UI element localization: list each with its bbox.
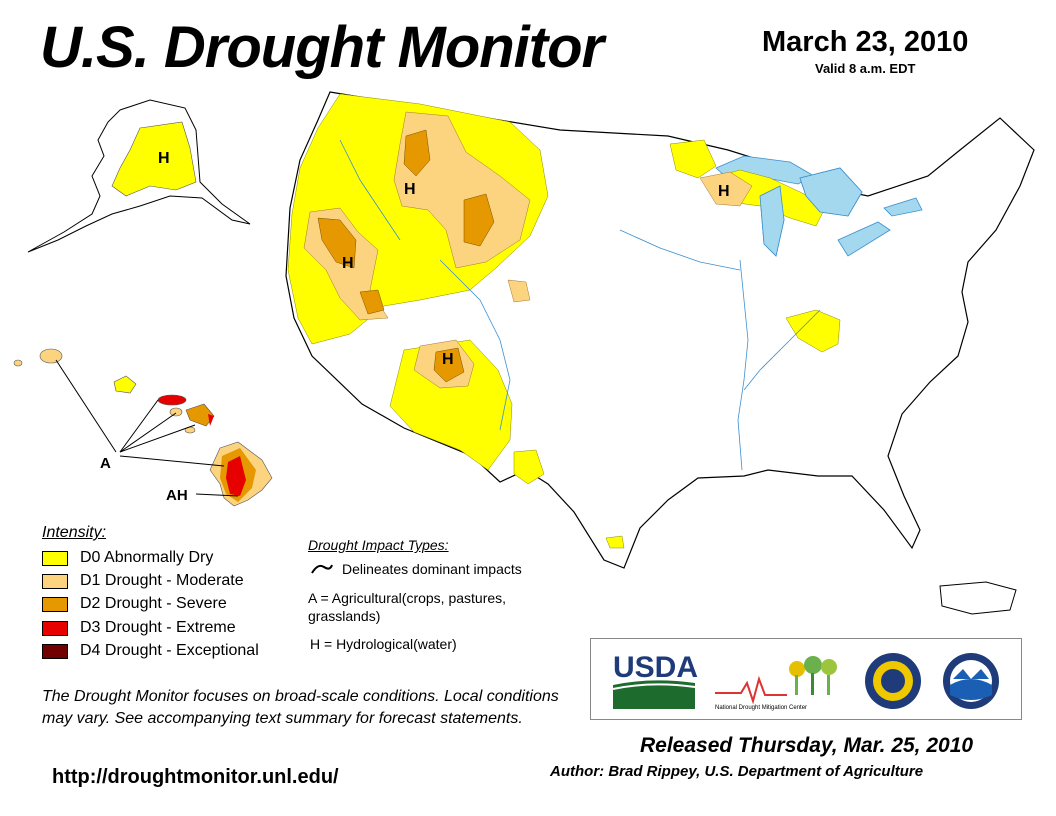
author-credit: Author: Brad Rippey, U.S. Department of …	[550, 763, 924, 780]
rivers	[339, 139, 821, 471]
legend-item-d1: D1 Drought - Moderate	[42, 571, 244, 591]
svg-text:USDA: USDA	[613, 651, 698, 684]
impact-types-title: Drought Impact Types:	[308, 537, 449, 553]
hydrological-label-michigan: H	[718, 183, 730, 200]
legend-label-d2: D2 Drought - Severe	[80, 595, 227, 612]
valid-time: Valid 8 a.m. EDT	[815, 61, 916, 76]
ag-hydro-label-hawaii: AH	[166, 487, 188, 504]
swatch-d0	[42, 550, 68, 566]
map-date: March 23, 2010	[762, 26, 969, 58]
svg-text:National Drought Mitigation Ce: National Drought Mitigation Center	[715, 705, 807, 711]
impact-hydrological-text: H = Hydrological(water)	[310, 636, 457, 652]
disclaimer-note: The Drought Monitor focuses on broad-sca…	[42, 688, 559, 727]
alaska-region: H	[27, 99, 251, 253]
agricultural-label-hawaii: A	[100, 455, 111, 472]
swatch-d1	[42, 573, 68, 589]
lake-michigan	[759, 185, 785, 257]
drought-map: H A AH	[13, 91, 1035, 615]
puerto-rico	[939, 581, 1017, 615]
intensity-legend-title: Intensity:	[42, 524, 107, 541]
hydrological-label-arizona: H	[442, 351, 454, 368]
swatch-d4	[42, 643, 68, 659]
noaa-logo-icon	[943, 653, 999, 709]
hydrological-label-nevada: H	[342, 255, 354, 272]
legend-label-d1: D1 Drought - Moderate	[80, 572, 244, 589]
logos-svg: USDA National Drought Mitigation Center	[612, 651, 999, 711]
impact-agricultural-text: A = Agricultural(crops, pastures, grassl…	[308, 590, 507, 624]
drought-d2-areas	[317, 129, 495, 383]
usda-logo: USDA	[612, 651, 698, 709]
legend-item-d0: D0 Abnormally Dry	[42, 548, 213, 568]
website-url[interactable]: http://droughtmonitor.unl.edu/	[52, 766, 339, 788]
hawaii-region: A AH	[13, 348, 273, 507]
lake-huron	[799, 167, 863, 217]
hydrological-label-alaska: H	[158, 150, 170, 167]
ndmc-logo: National Drought Mitigation Center	[715, 656, 837, 711]
legend-label-d0: D0 Abnormally Dry	[80, 549, 214, 566]
page-title: U.S. Drought Monitor	[40, 15, 604, 80]
legend-item-d4: D4 Drought - Exceptional	[42, 641, 259, 661]
swatch-d2	[42, 596, 68, 612]
impact-delineates-text: Delineates dominant impacts	[342, 561, 522, 577]
agency-logos: USDA National Drought Mitigation Center	[590, 638, 1022, 720]
doc-seal-icon	[865, 653, 921, 709]
legend-item-d2: D2 Drought - Severe	[42, 594, 227, 614]
legend-label-d4: D4 Drought - Exceptional	[80, 642, 259, 659]
release-date: Released Thursday, Mar. 25, 2010	[640, 734, 974, 757]
impact-boundary-line-icon	[311, 564, 333, 574]
swatch-d3	[42, 620, 68, 636]
legend-item-d3: D3 Drought - Extreme	[42, 618, 236, 638]
hydrological-label-idaho: H	[404, 181, 416, 198]
legend-label-d3: D3 Drought - Extreme	[80, 619, 236, 636]
